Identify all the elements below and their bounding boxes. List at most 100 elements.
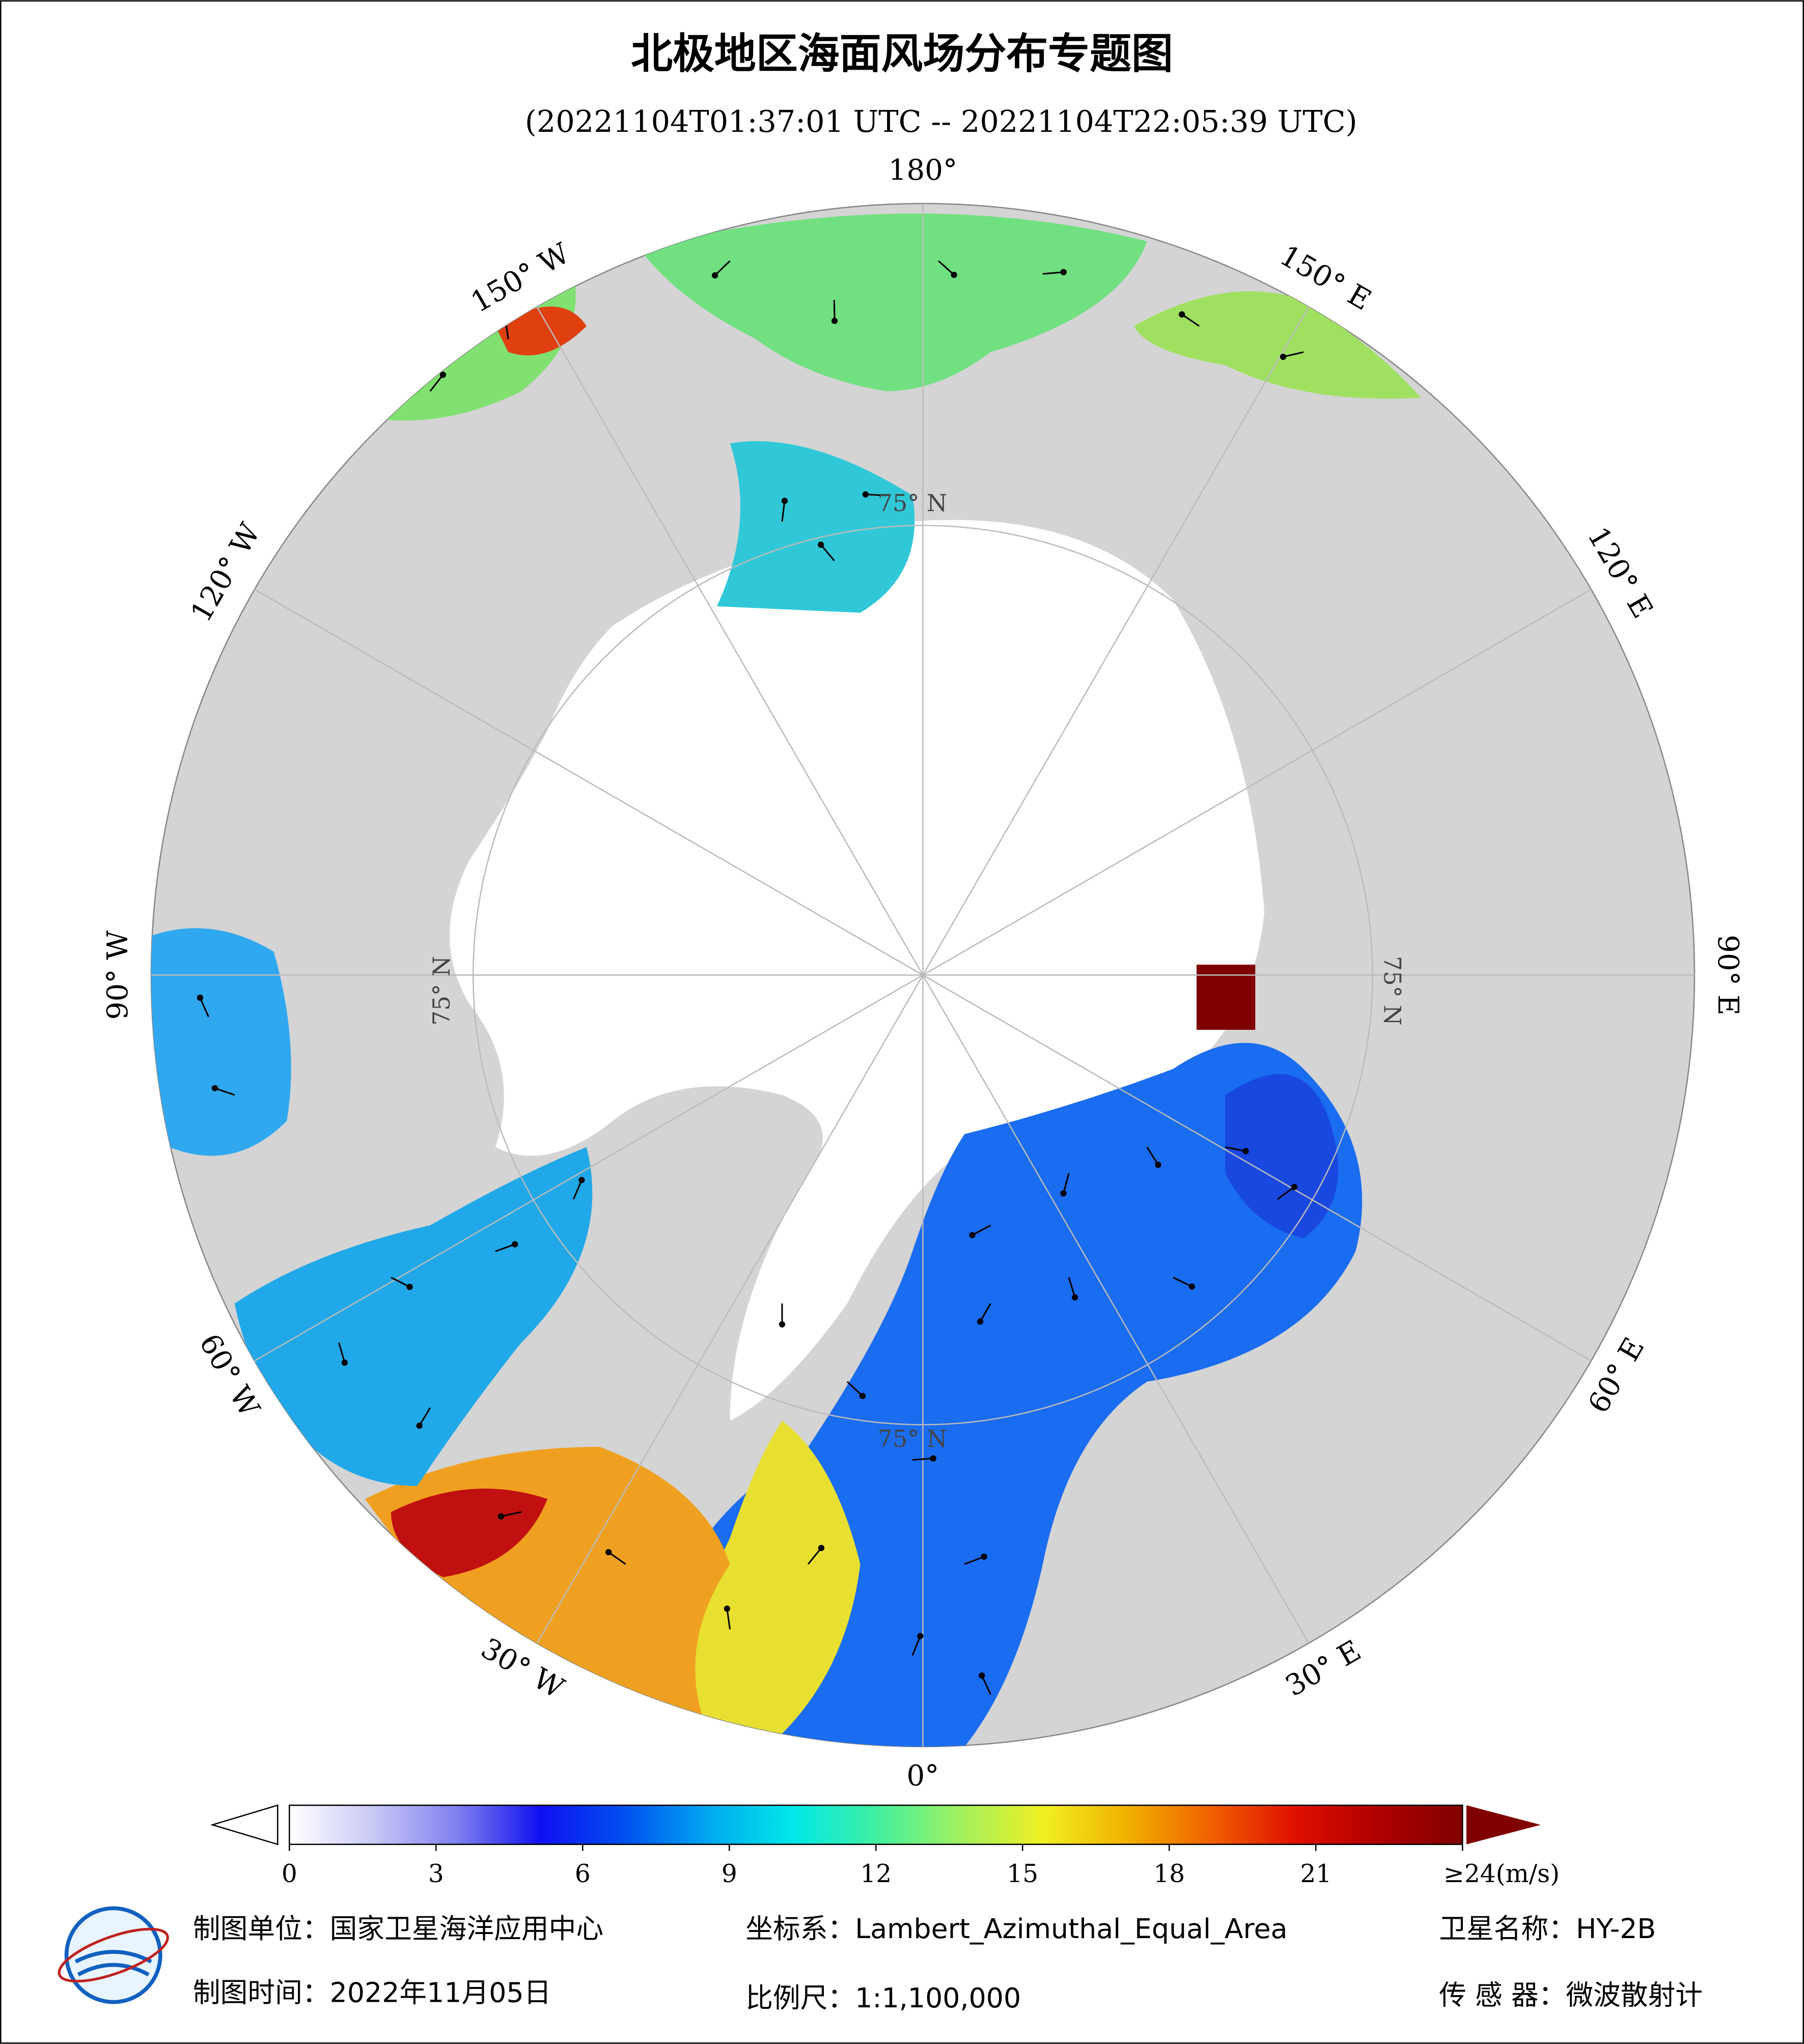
wind-swath	[234, 1147, 593, 1486]
wind-arrow-head	[578, 1177, 585, 1184]
wind-arrow-head	[1060, 269, 1067, 275]
wind-arrow-head	[917, 1633, 924, 1639]
wind-arrow	[981, 1675, 991, 1695]
meridian	[536, 306, 924, 975]
wind-arrow	[199, 997, 209, 1017]
parallel	[472, 524, 1373, 1425]
sea-ice	[450, 520, 1265, 1421]
footer-unit: 制图单位：国家卫星海洋应用中心	[193, 1913, 603, 1945]
wind-arrow	[820, 544, 835, 562]
footer-date: 制图时间：2022年11月05日	[193, 1977, 551, 2009]
wind-arrow	[938, 260, 955, 276]
wind-swath	[639, 213, 1147, 391]
wind-arrow-head	[818, 1545, 825, 1551]
colorbar: 0 3 6 9 12 15 18 21 ≥24(m/s)	[210, 1804, 1560, 1888]
wind-arrow	[391, 1276, 410, 1288]
wind-arrow	[1068, 1277, 1076, 1298]
wind-arrow-head	[211, 1085, 218, 1091]
title: 北极地区海面风场分布专题图	[631, 30, 1173, 78]
colorbar-tick-label: 18	[1153, 1860, 1185, 1888]
meridian	[536, 974, 924, 1644]
wind-swath	[495, 306, 587, 356]
meridian	[922, 306, 1310, 975]
wind-arrow-head	[439, 372, 447, 378]
wind-arrow-head	[711, 272, 718, 279]
latitude-label: 75° N	[1379, 956, 1406, 1026]
wind-arrow-head	[1060, 1190, 1067, 1197]
logo	[58, 1906, 169, 2004]
wind-swath	[1225, 1074, 1339, 1239]
wind-arrow	[726, 1608, 731, 1630]
wind-swath	[716, 441, 915, 613]
wind-swath	[695, 1420, 861, 1734]
wind-arrow	[911, 1636, 921, 1656]
wind-arrow-head	[969, 1231, 976, 1239]
wind-arrow-head	[951, 271, 957, 278]
wind-arrow-head	[1291, 1184, 1298, 1190]
footer-sensor: 传 感 器：微波散射计	[1439, 1979, 1703, 2011]
colorbar-tick-label: 21	[1300, 1860, 1331, 1888]
wind-arrow	[807, 1547, 822, 1565]
colorbar-tick-label: 15	[1007, 1860, 1038, 1888]
colorbar-tick-label: 3	[428, 1860, 444, 1888]
wind-arrow	[1173, 1276, 1192, 1287]
wind-arrow-head	[979, 1672, 985, 1679]
wind-arrow	[495, 1243, 515, 1252]
wind-arrow-head	[1072, 1294, 1078, 1301]
wind-arrow	[572, 1180, 582, 1200]
wind-arrow-head	[779, 1321, 786, 1328]
wind-arrow	[781, 500, 786, 522]
wind-arrow-head	[605, 1549, 612, 1556]
meridian	[922, 974, 1592, 1362]
longitude-label: 180°	[889, 154, 958, 187]
wind-arrow	[1146, 1146, 1159, 1165]
wind-arrow	[608, 1551, 626, 1565]
wind-arrow	[1225, 1146, 1246, 1152]
wind-arrow	[846, 1381, 863, 1397]
wind-arrow	[912, 1458, 933, 1461]
wind-arrow	[419, 1407, 431, 1426]
wind-arrow	[979, 1303, 991, 1322]
colorbar-tick-label: ≥24(m/s)	[1444, 1860, 1560, 1888]
meridian	[254, 974, 924, 1362]
footer-satellite: 卫星名称：HY-2B	[1439, 1913, 1656, 1945]
colorbar-under	[210, 1804, 279, 1845]
latitude-label: 75° N	[878, 489, 948, 517]
wind-swath	[391, 1488, 548, 1578]
wind-swath	[1134, 291, 1421, 399]
wind-arrow-head	[512, 1241, 518, 1248]
longitude-label: 90° W	[101, 930, 134, 1020]
colorbar-ramp	[289, 1804, 1463, 1845]
wind-arrow	[865, 493, 886, 496]
colorbar-tick-label: 9	[721, 1860, 737, 1888]
wind-arrow-head	[859, 1392, 866, 1399]
longitude-label: 90° E	[1711, 935, 1744, 1016]
wind-arrow-head	[341, 1359, 348, 1366]
wind-arrow-head	[406, 1283, 413, 1290]
wind-arrow-head	[1188, 1283, 1195, 1290]
wind-arrow	[338, 1342, 346, 1363]
wind-arrow	[501, 1511, 522, 1518]
wind-arrow-head	[1155, 1161, 1161, 1168]
wind-arrow-head	[724, 1605, 731, 1612]
colorbar-tick-label: 0	[282, 1860, 297, 1888]
wind-arrow-head	[831, 318, 838, 324]
wind-swath	[151, 928, 291, 1156]
wind-arrow-head	[930, 1455, 936, 1462]
meridian	[254, 589, 924, 976]
footer-crs: 坐标系：Lambert_Azimuthal_Equal_Area	[745, 1913, 1287, 1945]
wind-arrow	[214, 1087, 235, 1096]
colorbar-tick-label: 6	[575, 1860, 591, 1888]
wind-arrow	[429, 374, 444, 392]
colorbar-tick-label: 12	[860, 1860, 892, 1888]
wind-arrow	[1042, 271, 1064, 275]
subtitle: (20221104T01:37:01 UTC -- 20221104T22:05…	[525, 104, 1357, 139]
wind-arrow-head	[781, 497, 788, 504]
wind-arrow	[972, 1224, 991, 1236]
longitude-label: 0°	[906, 1759, 939, 1793]
wind-arrow-head	[862, 491, 869, 498]
wind-arrow-head	[197, 994, 204, 1001]
wind-arrow	[1063, 1173, 1070, 1194]
meridian	[922, 974, 1310, 1644]
